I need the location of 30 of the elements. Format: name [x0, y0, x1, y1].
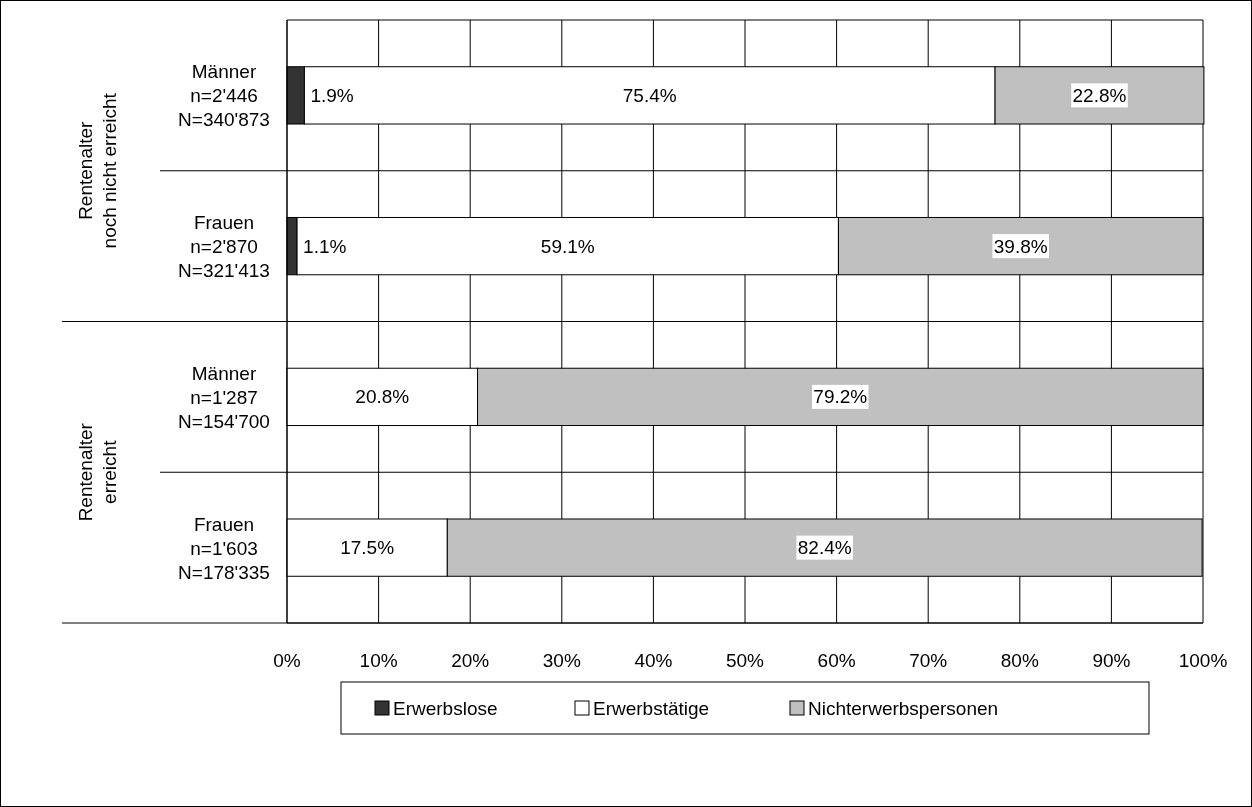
legend-label: Erwerbstätige: [593, 697, 710, 719]
data-label: 79.2%: [813, 386, 868, 408]
data-label: 39.8%: [993, 235, 1048, 257]
data-label: 59.1%: [540, 235, 595, 257]
x-tick-label: 10%: [359, 650, 398, 671]
data-label: 22.8%: [1072, 84, 1127, 106]
x-tick-label: 0%: [273, 650, 301, 671]
x-tick-label: 20%: [451, 650, 490, 671]
data-label: 1.9%: [310, 84, 354, 106]
x-tick-label: 100%: [1178, 650, 1228, 671]
x-tick-label: 70%: [909, 650, 948, 671]
y-tick-label: Männer n=2'446 N=340'873: [178, 60, 270, 130]
data-label: 1.1%: [303, 235, 347, 257]
y-tick-label: Frauen n=2'870 N=321'413: [178, 211, 270, 281]
y-tick-label: Männer n=1'287 N=154'700: [178, 362, 270, 432]
x-tick-label: 50%: [725, 650, 765, 671]
x-tick-label: 80%: [1000, 650, 1039, 671]
data-label: 20.8%: [355, 386, 410, 408]
text: Rentenalter noch nicht erreicht: [75, 92, 120, 249]
x-tick-label: 60%: [817, 650, 856, 671]
data-label: 75.4%: [622, 84, 677, 106]
legend-label: Erwerbslose: [393, 697, 498, 719]
x-tick-label: 90%: [1092, 650, 1131, 671]
y-tick-label: Frauen n=1'603 N=178'335: [178, 513, 270, 583]
text: Rentenalter erreicht: [75, 422, 120, 522]
data-label: 82.4%: [797, 537, 852, 559]
x-tick-label: 40%: [634, 650, 673, 671]
data-label: 17.5%: [340, 537, 395, 559]
legend-label: Nichterwerbspersonen: [808, 697, 999, 719]
x-tick-label: 30%: [542, 650, 581, 671]
